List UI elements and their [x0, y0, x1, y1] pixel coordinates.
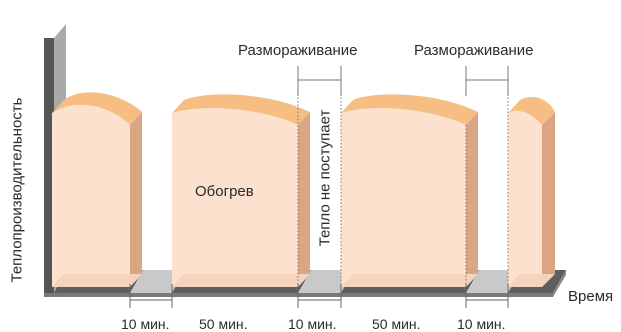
floor-gap-2: [298, 270, 354, 293]
no-heat-label: Тепло не поступает: [316, 109, 334, 247]
x-axis-floor-end: [553, 270, 566, 297]
heating-block-2: [172, 94, 310, 288]
floor-gap-1: [130, 270, 185, 293]
heating-label: Обогрев: [195, 183, 254, 200]
defrost-label-1: Размораживание: [238, 42, 358, 59]
y-axis-wall: [44, 38, 54, 293]
y-axis-label: Теплопроизводительность: [8, 97, 26, 283]
heating-block-4: [508, 96, 555, 288]
defrost-interval-2: [465, 66, 509, 96]
floor-gap-3: [466, 270, 521, 293]
duration-label-2: 50 мин.: [199, 316, 248, 332]
duration-label-5: 10 мин.: [457, 316, 506, 332]
duration-label-4: 50 мин.: [372, 316, 421, 332]
heating-block-1: [52, 92, 142, 287]
duration-ticks: [129, 284, 509, 308]
duration-label-1: 10 мин.: [121, 316, 170, 332]
defrost-label-2: Размораживание: [414, 42, 534, 59]
transition-dotted-lines: [297, 80, 509, 288]
x-axis-label: Время: [568, 288, 614, 305]
heating-block-3: [341, 94, 478, 288]
duration-label-3: 10 мин.: [288, 316, 337, 332]
defrost-interval-1: [297, 66, 342, 96]
